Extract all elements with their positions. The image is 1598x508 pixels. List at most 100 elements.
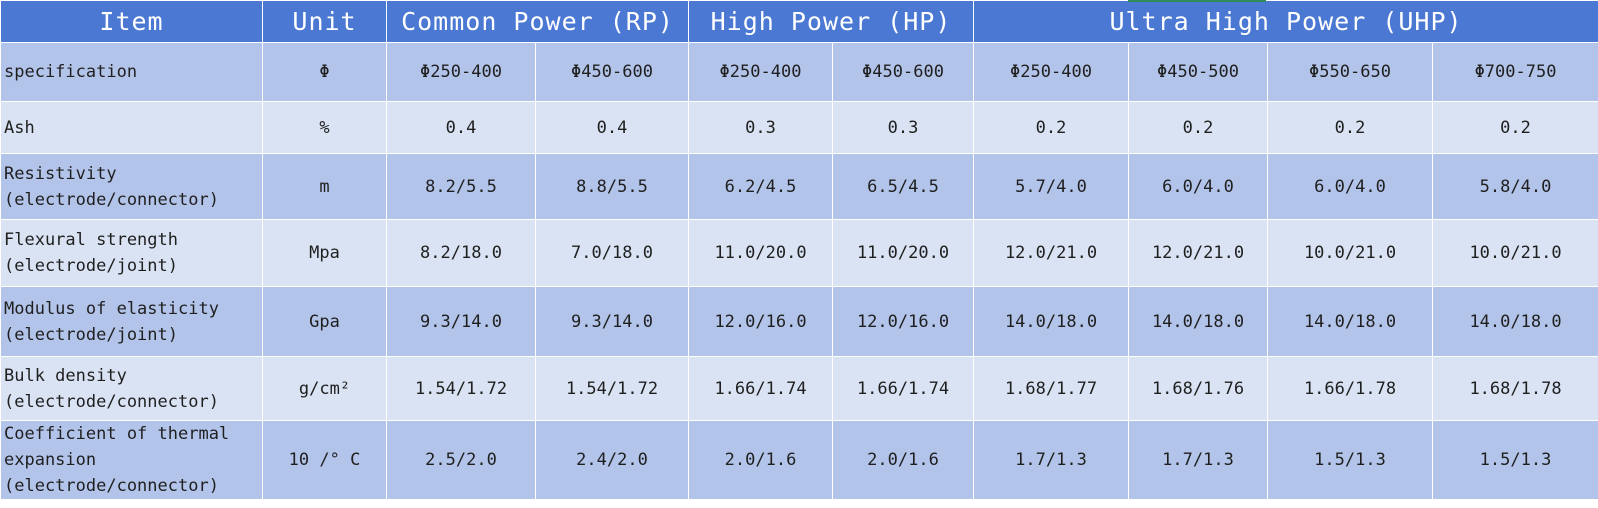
value-cell[interactable]: 0.3 [832,101,974,154]
table-row: Coefficient of thermal expansion (electrod… [0,420,1598,500]
unit-cell[interactable]: 10 /° C [262,420,387,500]
value-cell[interactable]: 11.0/20.0 [688,219,833,287]
selected-cell-indicator [1128,0,1266,2]
value-cell[interactable]: 9.3/14.0 [535,286,689,357]
value-cell[interactable]: Φ450-600 [832,42,974,102]
unit-cell[interactable]: Φ [262,42,387,102]
value-cell[interactable]: 1.68/1.78 [1431,356,1598,421]
value-cell[interactable]: 1.7/1.3 [973,420,1129,500]
value-cell[interactable]: 12.0/21.0 [1128,219,1268,287]
item-label-line: specification [4,62,138,82]
value-cell[interactable]: 0.2 [1431,101,1598,154]
table-row: Resistivity (electrode/connector) m 8.2/5.5… [0,153,1598,220]
value-cell[interactable]: 0.4 [535,101,689,154]
value-cell[interactable]: 2.5/2.0 [386,420,536,500]
value-cell[interactable]: 12.0/16.0 [688,286,833,357]
table-row: Modulus of elasticity (electrode/joint) Gp… [0,286,1598,357]
value-cell[interactable]: 12.0/21.0 [973,219,1129,287]
unit-cell[interactable]: Gpa [262,286,387,357]
item-label-line: Bulk density [4,365,127,386]
item-label-line: (electrode/connector) [4,391,219,412]
header-unit: Unit [262,0,387,43]
item-cell[interactable]: Flexural strength (electrode/joint) [0,219,263,287]
value-cell[interactable]: 1.7/1.3 [1128,420,1268,500]
value-cell[interactable]: 1.66/1.74 [832,356,974,421]
value-cell[interactable]: 1.68/1.76 [1128,356,1268,421]
value-cell[interactable]: 1.5/1.3 [1431,420,1598,500]
value-cell[interactable]: 14.0/18.0 [1431,286,1598,357]
table-row: Bulk density (electrode/connector) g/cm² 1.… [0,356,1598,421]
value-cell[interactable]: 7.0/18.0 [535,219,689,287]
value-cell[interactable]: 1.5/1.3 [1267,420,1433,500]
value-cell[interactable]: 2.0/1.6 [832,420,974,500]
value-cell[interactable]: Φ250-400 [688,42,833,102]
value-cell[interactable]: 11.0/20.0 [832,219,974,287]
value-cell[interactable]: 6.0/4.0 [1128,153,1268,220]
value-cell[interactable]: 6.5/4.5 [832,153,974,220]
value-cell[interactable]: 1.68/1.77 [973,356,1129,421]
unit-cell[interactable]: m [262,153,387,220]
item-label-line: (electrode/connector) [4,476,219,496]
value-cell[interactable]: 10.0/21.0 [1431,219,1598,287]
value-cell[interactable]: 6.0/4.0 [1267,153,1433,220]
item-label-line: Ash [4,117,35,138]
value-cell[interactable]: Φ250-400 [973,42,1129,102]
item-label-line: (electrode/joint) [4,324,178,345]
value-cell[interactable]: Φ450-600 [535,42,689,102]
value-cell[interactable]: Φ550-650 [1267,42,1433,102]
table-row: Flexural strength (electrode/joint) Mpa 8.2… [0,219,1598,287]
item-cell[interactable]: Resistivity (electrode/connector) [0,153,263,220]
item-label-line: (electrode/joint) [4,256,178,276]
item-cell[interactable]: specification [0,42,263,102]
value-cell[interactable]: 5.7/4.0 [973,153,1129,220]
header-common-power: Common Power (RP) [386,0,689,43]
header-row: Item Unit Common Power (RP) High Power (… [0,0,1598,43]
item-label-line: Modulus of elasticity [4,298,219,319]
item-label-line: expansion [4,450,97,470]
value-cell[interactable]: 1.66/1.74 [688,356,833,421]
table-row: Ash% 0.4 0.4 0.3 0.3 0.2 0.2 0.2 0.2 [0,101,1598,154]
value-cell[interactable]: 9.3/14.0 [386,286,536,357]
unit-cell[interactable]: Mpa [262,219,387,287]
table-body: specification Φ Φ250-400 Φ450-600 Φ250-400 Φ4… [0,42,1598,500]
value-cell[interactable]: 1.54/1.72 [535,356,689,421]
header-high-power: High Power (HP) [688,0,974,43]
unit-cell[interactable]: % [262,101,387,154]
item-cell[interactable]: Ash [0,101,263,154]
value-cell[interactable]: 14.0/18.0 [1267,286,1433,357]
value-cell[interactable]: 1.66/1.78 [1267,356,1433,421]
value-cell[interactable]: 0.2 [1267,101,1433,154]
item-label-line: (electrode/connector) [4,189,219,210]
value-cell[interactable]: 8.2/18.0 [386,219,536,287]
value-cell[interactable]: 14.0/18.0 [1128,286,1268,357]
item-cell[interactable]: Bulk density (electrode/connector) [0,356,263,421]
value-cell[interactable]: 0.2 [1128,101,1268,154]
item-label-line: Flexural strength [4,230,178,250]
item-label-line: Coefficient of thermal [4,424,230,444]
value-cell[interactable]: Φ450-500 [1128,42,1268,102]
value-cell[interactable]: 2.4/2.0 [535,420,689,500]
value-cell[interactable]: 2.0/1.6 [688,420,833,500]
table-row: specification Φ Φ250-400 Φ450-600 Φ250-400 Φ4… [0,42,1598,102]
item-cell[interactable]: Coefficient of thermal expansion (electrod… [0,420,263,500]
value-cell[interactable]: 0.4 [386,101,536,154]
value-cell[interactable]: 14.0/18.0 [973,286,1129,357]
header-ultra-high-power: Ultra High Power (UHP) [972,0,1598,43]
value-cell[interactable]: 5.8/4.0 [1431,153,1598,220]
value-cell[interactable]: 10.0/21.0 [1267,219,1433,287]
value-cell[interactable]: 8.8/5.5 [535,153,689,220]
value-cell[interactable]: 0.2 [973,101,1129,154]
value-cell[interactable]: 12.0/16.0 [832,286,974,357]
header-item: Item [0,0,263,43]
value-cell[interactable]: Φ250-400 [386,42,536,102]
value-cell[interactable]: 0.3 [688,101,833,154]
item-cell[interactable]: Modulus of elasticity (electrode/joint) [0,286,263,357]
unit-cell[interactable]: g/cm² [262,356,387,421]
value-cell[interactable]: 8.2/5.5 [386,153,536,220]
item-label-line: Resistivity [4,163,117,184]
value-cell[interactable]: 1.54/1.72 [386,356,536,421]
value-cell[interactable]: 6.2/4.5 [688,153,833,220]
value-cell[interactable]: Φ700-750 [1431,42,1598,102]
